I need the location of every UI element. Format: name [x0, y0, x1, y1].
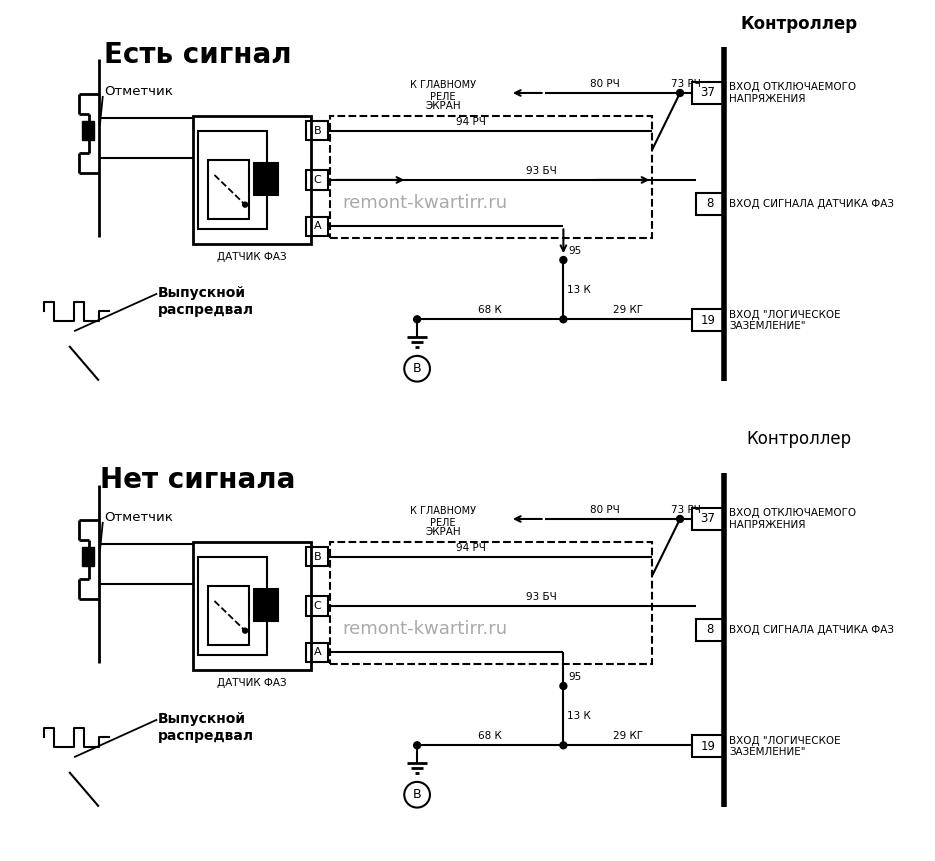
Bar: [692, 508, 724, 530]
Circle shape: [413, 742, 421, 749]
Text: ВХОД ОТКЛЮЧАЕМОГО
НАПРЯЖЕНИЯ: ВХОД ОТКЛЮЧАЕМОГО НАПРЯЖЕНИЯ: [729, 508, 856, 530]
Bar: [82, 121, 94, 140]
Text: 13 К: 13 К: [568, 710, 591, 721]
Text: 73 РЧ: 73 РЧ: [671, 79, 701, 89]
Text: 68 К: 68 К: [479, 306, 502, 315]
Bar: [692, 735, 724, 757]
Bar: [307, 547, 328, 567]
Circle shape: [243, 629, 248, 633]
Bar: [208, 160, 249, 220]
Text: 8: 8: [706, 197, 713, 210]
Text: remont-kwartirr.ru: remont-kwartirr.ru: [342, 620, 508, 638]
Text: ЭКРАН: ЭКРАН: [425, 527, 461, 536]
Text: С: С: [313, 601, 321, 611]
Bar: [696, 619, 724, 641]
Bar: [307, 642, 328, 662]
Bar: [193, 115, 311, 245]
Text: К ГЛАВНОМУ
РЕЛЕ: К ГЛАВНОМУ РЕЛЕ: [410, 80, 476, 102]
Text: В: В: [313, 126, 321, 135]
Text: Отметчик: Отметчик: [104, 85, 173, 98]
Bar: [330, 115, 653, 238]
Circle shape: [677, 516, 683, 523]
Text: 95: 95: [568, 672, 582, 682]
Text: 80 РЧ: 80 РЧ: [590, 79, 620, 89]
Bar: [254, 163, 278, 195]
Text: В: В: [412, 362, 422, 375]
Bar: [197, 556, 266, 655]
Text: А: А: [313, 647, 321, 658]
Text: 68 К: 68 К: [479, 731, 502, 741]
Text: 29 КГ: 29 КГ: [612, 306, 642, 315]
Bar: [692, 82, 724, 104]
Bar: [197, 131, 266, 229]
Text: ДАТЧИК ФАЗ: ДАТЧИК ФАЗ: [217, 252, 287, 262]
Text: 8: 8: [706, 623, 713, 636]
Text: Нет сигнала: Нет сигнала: [100, 467, 295, 494]
Text: Отметчик: Отметчик: [104, 511, 173, 524]
Text: Контроллер: Контроллер: [746, 430, 851, 448]
Text: 19: 19: [700, 740, 715, 753]
Text: 95: 95: [568, 246, 582, 256]
Text: Контроллер: Контроллер: [741, 15, 857, 33]
Circle shape: [243, 202, 248, 208]
Text: ДАТЧИК ФАЗ: ДАТЧИК ФАЗ: [217, 678, 287, 688]
Text: ВХОД СИГНАЛА ДАТЧИКА ФАЗ: ВХОД СИГНАЛА ДАТЧИКА ФАЗ: [729, 624, 894, 635]
Circle shape: [560, 742, 567, 749]
Text: 80 РЧ: 80 РЧ: [590, 505, 620, 515]
Circle shape: [413, 316, 421, 323]
Circle shape: [560, 683, 567, 690]
Text: Выпускной
распредвал: Выпускной распредвал: [158, 712, 254, 743]
Bar: [307, 121, 328, 140]
Text: Выпускной
распредвал: Выпускной распредвал: [158, 287, 254, 317]
Text: 93 БЧ: 93 БЧ: [526, 592, 557, 602]
Text: В: В: [412, 788, 422, 802]
Text: ВХОД СИГНАЛА ДАТЧИКА ФАЗ: ВХОД СИГНАЛА ДАТЧИКА ФАЗ: [729, 199, 894, 208]
Bar: [330, 542, 653, 664]
Circle shape: [677, 90, 683, 96]
Bar: [696, 193, 724, 214]
Text: 93 БЧ: 93 БЧ: [526, 166, 557, 176]
Bar: [208, 586, 249, 646]
Text: 37: 37: [700, 86, 715, 100]
Text: ВХОД "ЛОГИЧЕСКОЕ
ЗАЗЕМЛЕНИЕ": ВХОД "ЛОГИЧЕСКОЕ ЗАЗЕМЛЕНИЕ": [729, 309, 842, 331]
Text: ЭКРАН: ЭКРАН: [425, 101, 461, 111]
Text: 37: 37: [700, 512, 715, 525]
Circle shape: [560, 257, 567, 263]
Text: К ГЛАВНОМУ
РЕЛЕ: К ГЛАВНОМУ РЕЛЕ: [410, 506, 476, 528]
Text: 29 КГ: 29 КГ: [612, 731, 642, 741]
Text: С: С: [313, 175, 321, 185]
Bar: [692, 309, 724, 331]
Bar: [307, 216, 328, 236]
Bar: [254, 589, 278, 621]
Text: ВХОД "ЛОГИЧЕСКОЕ
ЗАЗЕМЛЕНИЕ": ВХОД "ЛОГИЧЕСКОЕ ЗАЗЕМЛЕНИЕ": [729, 735, 842, 757]
Text: Есть сигнал: Есть сигнал: [104, 41, 292, 70]
Text: 94 РЧ: 94 РЧ: [455, 116, 485, 127]
Text: А: А: [313, 221, 321, 232]
Text: 73 РЧ: 73 РЧ: [671, 505, 701, 515]
Bar: [307, 596, 328, 616]
Bar: [82, 547, 94, 567]
Text: 94 РЧ: 94 РЧ: [455, 542, 485, 553]
Text: 13 К: 13 К: [568, 285, 591, 294]
Circle shape: [560, 316, 567, 323]
Bar: [307, 170, 328, 189]
Text: В: В: [313, 552, 321, 561]
Text: 19: 19: [700, 313, 715, 327]
Text: remont-kwartirr.ru: remont-kwartirr.ru: [342, 194, 508, 212]
Text: ВХОД ОТКЛЮЧАЕМОГО
НАПРЯЖЕНИЯ: ВХОД ОТКЛЮЧАЕМОГО НАПРЯЖЕНИЯ: [729, 82, 856, 104]
Bar: [193, 542, 311, 670]
